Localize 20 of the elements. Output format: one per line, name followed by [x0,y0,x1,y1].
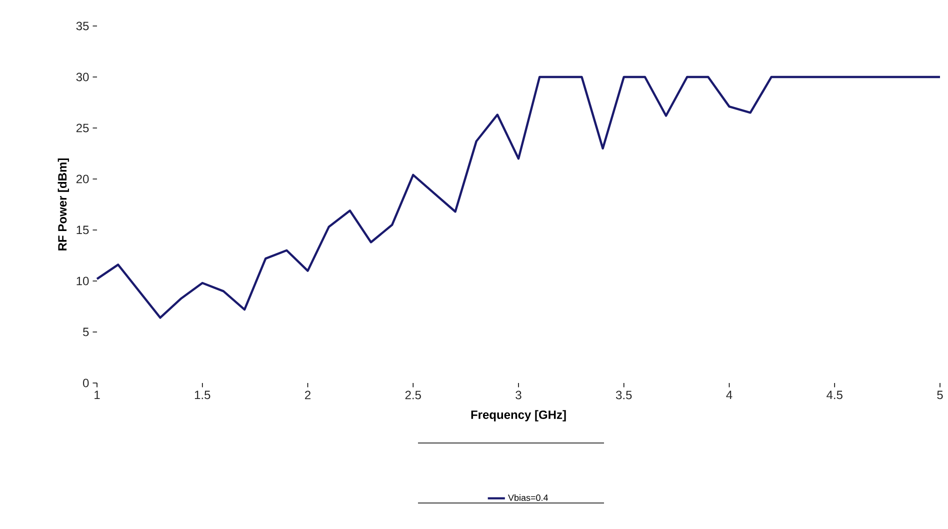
legend-label: Vbias=0.4 [508,494,548,501]
y-tick-label: 10 [76,276,89,286]
x-tick-label: 2.5 [405,390,421,400]
y-tick-label: 35 [76,22,89,30]
x-tick-label: 4 [726,390,732,400]
y-axis-title: RF Power [dBm] [58,158,69,250]
x-axis-title: Frequency [GHz] [471,410,566,422]
x-tick-label: 1.5 [194,390,210,400]
y-tick-label: 20 [76,174,89,184]
y-tick-label: 5 [83,328,89,336]
x-tick-label: 2 [305,390,310,400]
x-tick-label: 1 [94,390,100,400]
x-tick-label: 3 [516,390,522,400]
x-tick-label: 3.5 [616,390,632,400]
y-tick-label: 30 [76,72,89,82]
y-tick-label: 25 [76,124,89,132]
x-tick-label: 4.5 [826,390,842,400]
y-tick-label: 15 [76,226,89,234]
x-tick-label: 5 [937,390,943,400]
y-tick-label: 0 [83,378,89,388]
